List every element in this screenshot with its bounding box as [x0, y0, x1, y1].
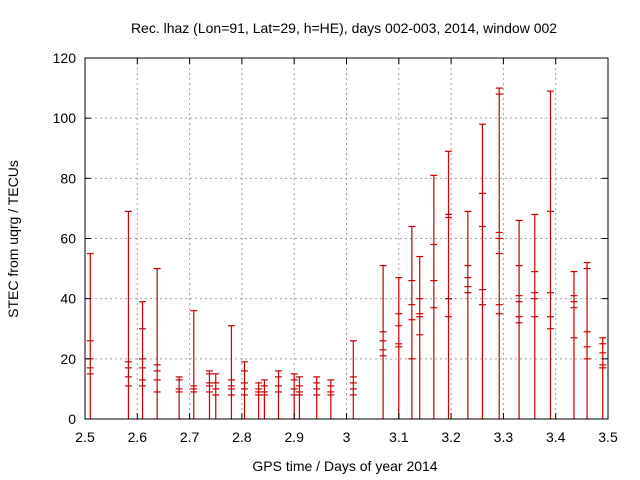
data-column [464, 210, 472, 419]
data-column [205, 370, 213, 419]
data-column [478, 123, 486, 419]
data-column [546, 90, 554, 419]
data-column [430, 174, 438, 419]
y-tick-label: 0 [68, 411, 76, 427]
x-tick-label: 2.9 [284, 429, 304, 445]
x-tick-label: 2.5 [75, 429, 95, 445]
data-column [241, 361, 249, 419]
data-column [86, 252, 94, 419]
data-column [260, 379, 268, 419]
y-tick-label: 60 [60, 231, 76, 247]
data-column [212, 373, 220, 419]
data-column [495, 87, 503, 419]
x-tick-label: 3 [343, 429, 351, 445]
data-layer [86, 87, 607, 419]
data-column [255, 382, 263, 419]
data-column [275, 370, 283, 419]
data-column [153, 267, 161, 419]
data-column [124, 210, 132, 419]
data-column [395, 277, 403, 419]
y-tick-label: 80 [60, 170, 76, 186]
data-column [531, 213, 539, 419]
data-column [416, 255, 424, 419]
x-tick-label: 3.3 [494, 429, 514, 445]
data-column [408, 225, 416, 419]
data-column [583, 261, 591, 419]
data-column [327, 379, 335, 419]
x-tick-label: 2.7 [180, 429, 200, 445]
data-column [139, 301, 147, 419]
x-tick-label: 2.6 [128, 429, 148, 445]
y-tick-label: 120 [53, 50, 77, 66]
x-tick-label: 3.1 [389, 429, 409, 445]
data-column [599, 337, 607, 419]
data-column [190, 310, 198, 419]
tick-layer: 2.5 2.6 2.7 2.8 2.9 3 3.1 3.2 3.3 3.4 3.5 0 20 40 60 80… [53, 50, 618, 445]
data-column [175, 376, 183, 419]
x-tick-label: 3.2 [441, 429, 461, 445]
y-tick-label: 40 [60, 291, 76, 307]
y-tick-label: 100 [53, 110, 77, 126]
data-column [379, 264, 387, 419]
data-column [570, 270, 578, 419]
data-column [444, 150, 452, 419]
y-axis-label: STEC from uqrg / TECUs [5, 160, 21, 318]
x-tick-label: 3.5 [598, 429, 618, 445]
data-column [295, 376, 303, 419]
x-tick-label: 3.4 [546, 429, 566, 445]
grid-layer [85, 58, 608, 419]
data-column [313, 376, 321, 419]
y-tick-label: 20 [60, 351, 76, 367]
data-column [349, 340, 357, 419]
x-axis-label: GPS time / Days of year 2014 [252, 458, 437, 474]
x-tick-label: 2.8 [232, 429, 252, 445]
data-column [227, 325, 235, 419]
data-column [515, 219, 523, 419]
data-column [290, 373, 298, 419]
chart-title: Rec. lhaz (Lon=91, Lat=29, h=HE), days 0… [131, 20, 557, 36]
